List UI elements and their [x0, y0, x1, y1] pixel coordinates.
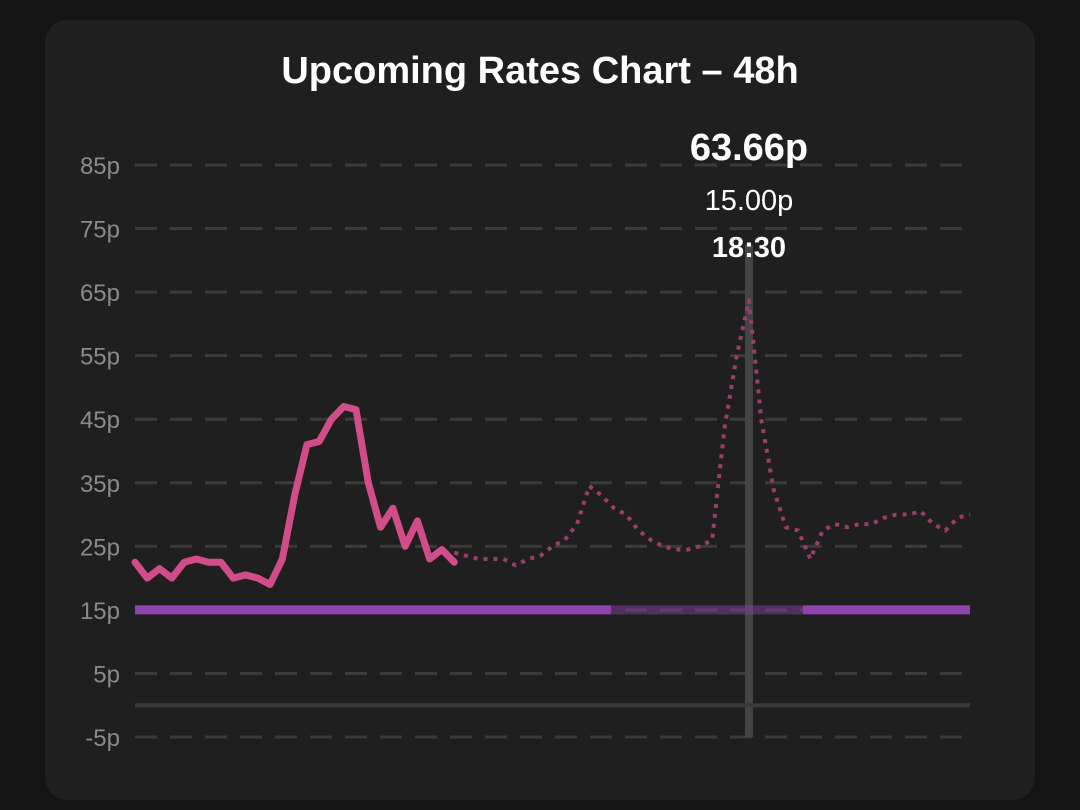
y-tick-label: 45p	[80, 407, 120, 434]
forecast-rate-line	[453, 298, 971, 568]
y-tick-label: 55p	[80, 344, 120, 371]
tooltip-reference: 15.00p	[705, 185, 794, 217]
y-tick-label: 25p	[80, 534, 120, 561]
chart-card	[45, 20, 1035, 800]
y-tick-label: -5p	[85, 725, 120, 752]
y-tick-label: 65p	[80, 280, 120, 307]
y-tick-label: 85p	[80, 153, 120, 180]
tooltip-rate: 63.66p	[690, 127, 808, 169]
tooltip-time: 18:30	[712, 232, 786, 264]
chart-title: Upcoming Rates Chart – 48h	[281, 50, 799, 92]
y-tick-label: 15p	[80, 598, 120, 625]
y-tick-label: 5p	[93, 661, 120, 688]
y-tick-label: 35p	[80, 471, 120, 498]
y-tick-label: 75p	[80, 217, 120, 244]
current-rate-line	[131, 403, 458, 588]
